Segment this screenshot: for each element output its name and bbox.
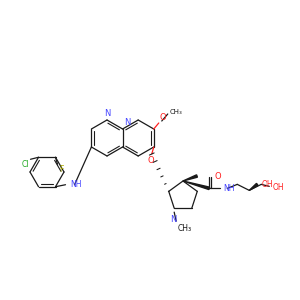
Text: OH: OH	[272, 183, 284, 192]
Text: O: O	[160, 113, 166, 122]
Text: CH₃: CH₃	[177, 224, 191, 233]
Text: OH: OH	[261, 180, 273, 189]
Text: N: N	[170, 215, 176, 224]
Text: NH: NH	[223, 184, 235, 193]
Text: O: O	[214, 172, 221, 181]
Polygon shape	[249, 183, 258, 190]
Text: NH: NH	[70, 180, 82, 189]
Text: F: F	[59, 165, 64, 174]
Text: N: N	[104, 109, 110, 118]
Polygon shape	[183, 181, 210, 190]
Text: N: N	[124, 118, 131, 127]
Text: O: O	[148, 156, 154, 165]
Text: Cl: Cl	[22, 160, 29, 169]
Polygon shape	[183, 175, 197, 181]
Text: CH₃: CH₃	[170, 109, 182, 115]
